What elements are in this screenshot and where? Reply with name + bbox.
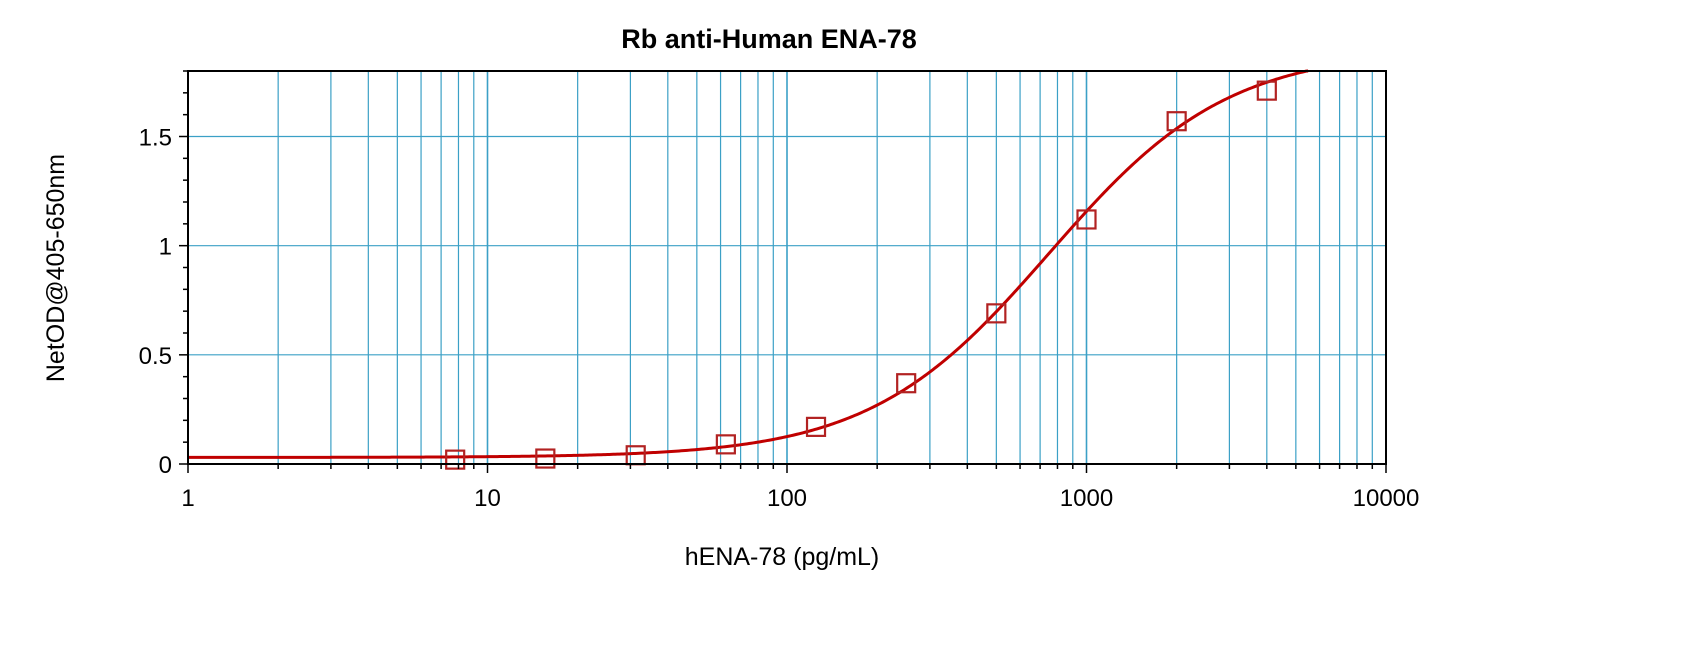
fit-curve-layer — [188, 69, 1309, 459]
y-tick-label: 0.5 — [139, 343, 172, 370]
data-point-marker — [1166, 111, 1187, 132]
y-axis-label: NetOD@405-650nm — [42, 154, 70, 382]
fit-curve-line — [188, 69, 1309, 459]
data-points-layer — [445, 80, 1277, 470]
y-tick-label: 1.5 — [139, 125, 172, 152]
x-tick-label: 100 — [767, 485, 807, 512]
data-point-marker — [1256, 80, 1277, 101]
data-point-marker — [986, 303, 1007, 324]
x-tick-label: 10 — [474, 485, 501, 512]
x-axis-label: hENA-78 (pg/mL) — [685, 543, 880, 571]
x-tick-label: 10000 — [1353, 485, 1420, 512]
data-point-marker — [896, 373, 917, 394]
data-point-marker — [805, 416, 827, 437]
x-tick-label: 1 — [181, 485, 194, 512]
x-tick-label: 1000 — [1060, 485, 1113, 512]
y-tick-label: 0 — [159, 452, 172, 479]
data-point-marker — [1076, 209, 1097, 230]
grid-layer — [188, 71, 1386, 464]
data-point-marker — [625, 445, 646, 466]
data-point-marker — [715, 434, 736, 455]
chart-title: Rb anti-Human ENA-78 — [621, 24, 917, 54]
data-point-marker — [535, 448, 556, 469]
axis-layer: 1 10 100 1000 10000 0 0.5 1 1.5 — [139, 70, 1420, 512]
y-tick-label: 1 — [159, 234, 172, 261]
data-point-marker — [445, 449, 466, 470]
